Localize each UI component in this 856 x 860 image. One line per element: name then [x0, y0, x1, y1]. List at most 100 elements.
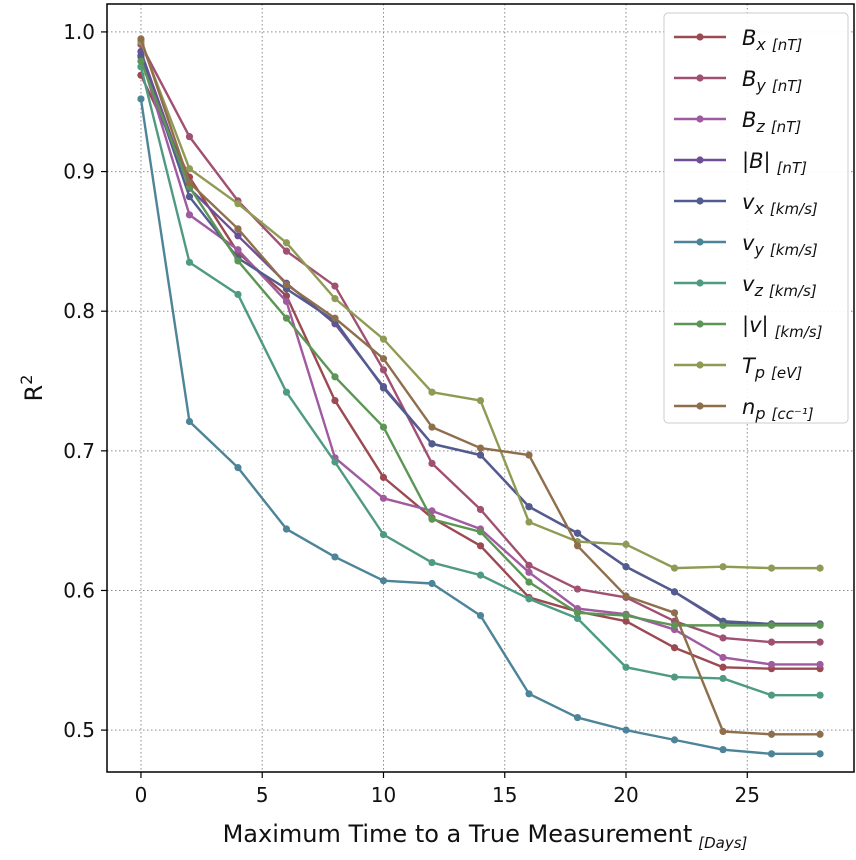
legend-entry: vz [km/s]: [674, 272, 817, 300]
x-tick-label: 10: [371, 783, 396, 807]
x-tick-label: 5: [256, 783, 269, 807]
data-point: [719, 727, 727, 736]
data-point: [234, 257, 242, 265]
data-point: [719, 674, 727, 683]
data-point: [525, 451, 533, 459]
data-point: [282, 281, 291, 289]
data-point: [767, 730, 776, 738]
plot-frame: [106, 3, 855, 773]
series-7: [137, 57, 824, 629]
y-tick-label: 0.5: [63, 718, 95, 742]
data-point: [282, 292, 291, 300]
legend-label: |v| [km/s]: [742, 313, 823, 341]
data-point: [379, 494, 388, 502]
legend-swatch-marker: [696, 361, 704, 369]
data-point: [379, 355, 388, 363]
data-point: [719, 621, 727, 629]
data-point: [816, 564, 824, 572]
legend-label: vy [km/s]: [742, 231, 818, 259]
data-point: [816, 621, 824, 629]
series-9: [137, 35, 824, 738]
data-point: [185, 258, 194, 266]
legend-label: vx [km/s]: [742, 190, 818, 218]
axis-titles: Maximum Time to a True Measurement [Days]…: [17, 375, 748, 852]
data-point: [767, 691, 776, 699]
data-point: [331, 282, 339, 290]
legend-swatch-marker: [696, 320, 704, 328]
x-tick-label: 25: [735, 783, 760, 807]
legend-entry: Tp [eV]: [674, 354, 802, 382]
data-point: [234, 232, 242, 240]
data-point: [428, 459, 436, 468]
data-point: [234, 290, 242, 299]
data-point: [622, 612, 630, 620]
x-axis-title-text: Maximum Time to a True Measurement: [223, 820, 693, 848]
data-point: [137, 95, 145, 103]
data-point: [767, 621, 776, 629]
data-point: [816, 660, 824, 669]
data-point: [573, 713, 582, 722]
data-point: [719, 563, 727, 571]
data-point: [282, 297, 291, 306]
data-point: [379, 423, 388, 431]
data-point: [816, 691, 824, 699]
data-point: [428, 388, 436, 396]
legend-swatch-marker: [696, 115, 704, 123]
data-point: [379, 335, 388, 343]
data-point: [525, 503, 533, 511]
legend: Bx [nT] By [nT] Bz [nT] |B| [nT] vx [km/s] vy [km/s…: [663, 12, 849, 424]
legend-swatch-marker: [696, 74, 704, 82]
data-point: [816, 730, 824, 738]
data-point: [670, 609, 679, 617]
data-point: [185, 179, 194, 187]
data-point: [185, 193, 194, 201]
x-axis-title: Maximum Time to a True Measurement [Days]: [223, 820, 748, 852]
data-point: [573, 609, 582, 617]
data-point: [622, 563, 630, 571]
data-point: [331, 314, 339, 322]
data-point: [525, 595, 533, 603]
data-point: [428, 579, 436, 588]
data-point: [331, 295, 339, 303]
data-point: [282, 388, 291, 396]
data-point: [622, 592, 630, 600]
axis-ticks: 0 5 10 15 20 25 0.5 0.6 0.7 0.8 0.9 1.0: [63, 20, 760, 807]
data-point: [282, 239, 291, 247]
legend-box: [663, 12, 849, 424]
data-point: [525, 561, 533, 569]
data-point: [719, 634, 727, 642]
data-point: [379, 473, 388, 481]
data-point: [234, 246, 242, 254]
data-point: [476, 612, 485, 620]
data-point: [185, 417, 194, 426]
data-point: [525, 578, 533, 586]
legend-entry: Bx [nT]: [674, 26, 802, 54]
data-point: [525, 690, 533, 698]
legend-swatch-marker: [696, 156, 704, 164]
legend-label: |B| [nT]: [742, 149, 807, 177]
data-point: [525, 568, 533, 576]
y-axis-title-text: R: [20, 385, 48, 402]
legend-entry: Bz [nT]: [674, 108, 801, 136]
series-6: [137, 63, 824, 699]
legend-label: Bz [nT]: [742, 108, 801, 136]
data-point: [767, 564, 776, 572]
data-point: [476, 444, 485, 452]
y-tick-label: 0.9: [63, 160, 95, 184]
legend-label: Tp [eV]: [742, 354, 802, 382]
data-point: [137, 35, 145, 43]
data-point: [719, 653, 727, 662]
y-tick-label: 1.0: [63, 20, 95, 44]
legend-label: np [cc⁻¹]: [742, 395, 814, 423]
data-point: [282, 525, 291, 533]
data-point: [379, 577, 388, 585]
legend-entry: vx [km/s]: [674, 190, 818, 218]
data-point: [767, 750, 776, 758]
data-point: [816, 750, 824, 758]
data-point: [670, 564, 679, 572]
data-point: [282, 314, 291, 322]
legend-entry: |B| [nT]: [674, 149, 807, 177]
y-tick-label: 0.7: [63, 439, 95, 463]
